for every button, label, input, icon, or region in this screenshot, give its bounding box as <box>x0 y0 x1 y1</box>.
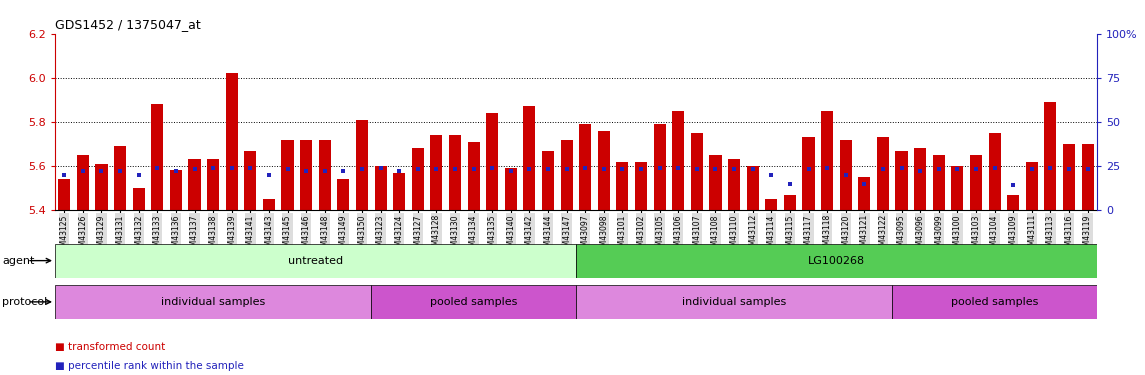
Bar <box>914 148 926 210</box>
Bar <box>951 166 963 210</box>
Bar <box>877 137 889 210</box>
Bar <box>576 244 1097 278</box>
Bar <box>576 285 892 319</box>
Bar <box>114 146 126 210</box>
Text: pooled samples: pooled samples <box>950 297 1039 307</box>
Bar <box>374 166 387 210</box>
Bar <box>1063 144 1075 210</box>
Bar <box>393 172 405 210</box>
Bar <box>523 106 536 210</box>
Text: agent: agent <box>2 256 34 266</box>
Bar <box>728 159 740 210</box>
Bar <box>672 111 685 210</box>
Bar <box>55 244 576 278</box>
Bar <box>654 124 665 210</box>
Bar <box>412 148 424 210</box>
Bar <box>1044 102 1057 210</box>
Bar <box>133 188 144 210</box>
Bar <box>505 168 516 210</box>
Bar <box>58 179 70 210</box>
Bar <box>95 164 108 210</box>
Bar <box>467 142 480 210</box>
Bar <box>598 131 610 210</box>
Bar <box>151 104 164 210</box>
Bar <box>371 285 576 319</box>
Text: ■ percentile rank within the sample: ■ percentile rank within the sample <box>55 361 244 370</box>
Bar <box>784 195 796 210</box>
Bar <box>1008 195 1019 210</box>
Bar <box>449 135 461 210</box>
Bar <box>77 155 89 210</box>
Bar <box>542 150 554 210</box>
Text: ■ transformed count: ■ transformed count <box>55 342 165 352</box>
Bar <box>690 133 703 210</box>
Bar <box>892 285 1097 319</box>
Bar <box>318 140 331 210</box>
Bar <box>226 74 238 210</box>
Text: protocol: protocol <box>2 297 48 307</box>
Bar <box>300 140 313 210</box>
Bar <box>487 113 498 210</box>
Bar <box>895 150 908 210</box>
Bar <box>710 155 721 210</box>
Bar <box>821 111 834 210</box>
Bar <box>970 155 982 210</box>
Bar <box>263 199 275 210</box>
Bar <box>431 135 442 210</box>
Text: pooled samples: pooled samples <box>429 297 518 307</box>
Bar <box>169 170 182 210</box>
Bar <box>1026 162 1037 210</box>
Bar <box>839 140 852 210</box>
Bar <box>1082 144 1093 210</box>
Bar <box>244 150 256 210</box>
Bar <box>859 177 870 210</box>
Bar <box>55 285 371 319</box>
Bar <box>635 162 647 210</box>
Text: GDS1452 / 1375047_at: GDS1452 / 1375047_at <box>55 18 200 31</box>
Bar <box>988 133 1001 210</box>
Bar <box>561 140 572 210</box>
Bar <box>189 159 200 210</box>
Bar <box>579 124 591 210</box>
Text: LG100268: LG100268 <box>808 256 864 266</box>
Text: individual samples: individual samples <box>161 297 266 307</box>
Text: untreated: untreated <box>287 256 344 266</box>
Bar <box>765 199 777 210</box>
Bar <box>803 137 814 210</box>
Text: individual samples: individual samples <box>682 297 787 307</box>
Bar <box>616 162 629 210</box>
Bar <box>933 155 945 210</box>
Bar <box>282 140 293 210</box>
Bar <box>338 179 349 210</box>
Bar <box>747 166 759 210</box>
Bar <box>207 159 219 210</box>
Bar <box>356 120 368 210</box>
